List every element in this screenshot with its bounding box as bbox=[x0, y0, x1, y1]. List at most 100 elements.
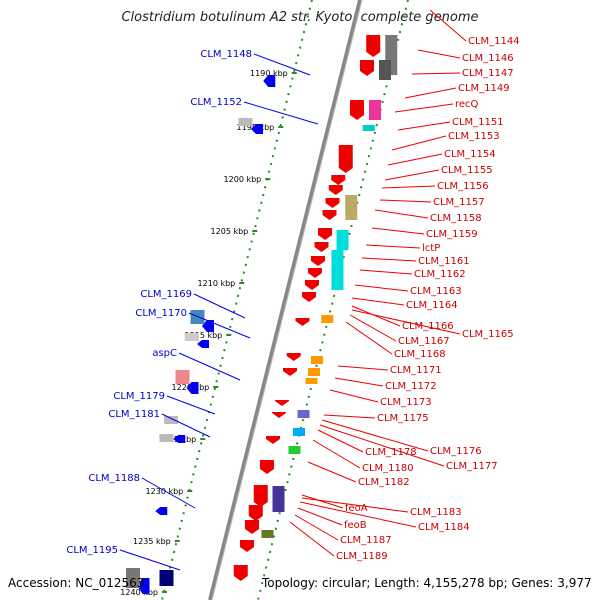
gene-label-right[interactable]: CLM_1173 bbox=[380, 397, 432, 408]
gene-label-right[interactable]: feoA bbox=[345, 503, 368, 514]
gene-label-right[interactable]: CLM_1168 bbox=[394, 349, 446, 360]
genome-title: Clostridium botulinum A2 str. Kyoto, com… bbox=[121, 10, 479, 25]
gene-label-left[interactable]: CLM_1195 bbox=[66, 545, 118, 556]
gene-label-right[interactable]: CLM_1172 bbox=[385, 381, 437, 392]
gene-label-right[interactable]: CLM_1171 bbox=[390, 365, 442, 376]
kbp-tick-label: 1235 kbp bbox=[133, 537, 171, 546]
gene-block bbox=[238, 118, 253, 126]
gene-label-right[interactable]: CLM_1163 bbox=[410, 286, 462, 297]
gene-label-right[interactable]: CLM_1153 bbox=[448, 131, 500, 142]
leader-line-right bbox=[361, 257, 417, 262]
gene-label-right[interactable]: CLM_1176 bbox=[430, 446, 482, 457]
leader-line-right bbox=[334, 377, 384, 387]
kbp-tick-mark bbox=[239, 282, 245, 284]
gene-label-right[interactable]: CLM_1159 bbox=[426, 229, 478, 240]
forward-gene-arrow bbox=[286, 353, 301, 361]
leader-line-right bbox=[379, 199, 432, 203]
gene-label-right[interactable]: CLM_1183 bbox=[410, 507, 462, 518]
leader-line-right bbox=[345, 321, 393, 355]
forward-gene-arrow bbox=[295, 318, 310, 326]
gene-label-right[interactable]: CLM_1180 bbox=[362, 463, 414, 474]
gene-label-right[interactable]: CLM_1189 bbox=[336, 551, 388, 562]
gene-label-right[interactable]: CLM_1154 bbox=[444, 149, 496, 160]
gene-label-right[interactable]: CLM_1146 bbox=[462, 53, 514, 64]
gene-block bbox=[272, 486, 285, 512]
gene-label-left[interactable]: CLM_1148 bbox=[200, 49, 252, 60]
gene-label-right[interactable]: CLM_1155 bbox=[441, 165, 493, 176]
gene-label-right[interactable]: CLM_1147 bbox=[462, 68, 514, 79]
gene-label-right[interactable]: CLM_1177 bbox=[446, 461, 498, 472]
leader-line-right bbox=[323, 414, 376, 419]
kbp-tick-label: 1240 kbp bbox=[120, 588, 158, 597]
gene-block bbox=[293, 428, 305, 436]
leader-line-left bbox=[161, 413, 211, 438]
gene-label-right[interactable]: CLM_1175 bbox=[377, 413, 429, 424]
gene-label-left[interactable]: CLM_1169 bbox=[140, 289, 192, 300]
forward-gene-arrow bbox=[248, 505, 263, 521]
gene-label-right[interactable]: lctP bbox=[422, 243, 440, 254]
leader-line-right bbox=[307, 461, 357, 483]
gene-label-right[interactable]: recQ bbox=[455, 99, 479, 110]
kbp-tick-label: 1215 kbp bbox=[185, 331, 223, 340]
gene-label-left[interactable]: CLM_1188 bbox=[88, 473, 140, 484]
gene-label-left[interactable]: aspC bbox=[152, 348, 177, 359]
kbp-tick-mark bbox=[213, 386, 219, 388]
leader-line-left bbox=[141, 477, 196, 509]
gene-features bbox=[126, 35, 398, 594]
forward-gene-arrow bbox=[308, 268, 322, 278]
gene-label-right[interactable]: CLM_1182 bbox=[358, 477, 410, 488]
reverse-gene-arrow bbox=[186, 382, 199, 394]
forward-gene-arrow bbox=[266, 436, 280, 444]
gene-label-right[interactable]: CLM_1187 bbox=[340, 535, 392, 546]
gene-label-right[interactable]: CLM_1162 bbox=[414, 269, 466, 280]
leader-line-right bbox=[417, 49, 461, 59]
gene-label-left[interactable]: CLM_1181 bbox=[108, 409, 160, 420]
forward-gene-arrow bbox=[240, 540, 254, 552]
gene-label-right[interactable]: CLM_1151 bbox=[452, 117, 504, 128]
gene-label-right[interactable]: CLM_1178 bbox=[365, 447, 417, 458]
forward-gene-arrow bbox=[318, 228, 332, 240]
gene-label-left[interactable]: CLM_1179 bbox=[113, 391, 165, 402]
gene-label-right[interactable]: CLM_1166 bbox=[402, 321, 454, 332]
leader-line-right bbox=[337, 365, 389, 371]
gene-block bbox=[159, 434, 174, 442]
gene-label-left[interactable]: CLM_1152 bbox=[190, 97, 242, 108]
gene-block bbox=[288, 446, 301, 454]
gene-label-right[interactable]: CLM_1167 bbox=[398, 336, 450, 347]
kbp-tick-label: 1205 kbp bbox=[211, 227, 249, 236]
leader-line-left bbox=[253, 53, 311, 76]
gene-label-right[interactable]: CLM_1156 bbox=[437, 181, 489, 192]
gene-block bbox=[184, 333, 199, 341]
forward-gene-arrow bbox=[322, 210, 337, 220]
leader-line-right bbox=[299, 501, 417, 528]
gene-label-right[interactable]: CLM_1161 bbox=[418, 256, 470, 267]
leader-line-right bbox=[297, 507, 343, 526]
forward-gene-arrow bbox=[331, 175, 346, 185]
reverse-gene-arrow bbox=[137, 578, 150, 594]
reverse-gene-arrow bbox=[155, 507, 168, 515]
gene-label-left[interactable]: CLM_1170 bbox=[135, 308, 187, 319]
leader-line-right bbox=[294, 514, 339, 541]
kbp-tick-label: 1200 kbp bbox=[224, 175, 262, 184]
gene-label-right[interactable]: CLM_1164 bbox=[406, 300, 458, 311]
gene-label-right[interactable]: feoB bbox=[344, 520, 367, 531]
gene-label-right[interactable]: CLM_1157 bbox=[433, 197, 485, 208]
gene-label-right[interactable]: CLM_1158 bbox=[430, 213, 482, 224]
forward-gene-arrow bbox=[233, 565, 248, 581]
reverse-gene-arrow bbox=[197, 340, 209, 348]
gene-label-right[interactable]: CLM_1165 bbox=[462, 329, 514, 340]
kbp-tick-mark bbox=[278, 126, 284, 128]
leader-line-left bbox=[243, 101, 319, 125]
leader-line-right bbox=[301, 497, 409, 513]
gene-block bbox=[126, 568, 140, 588]
label-leaders bbox=[119, 9, 467, 571]
leader-line-left bbox=[188, 312, 251, 339]
kbp-tick-label: 1190 kbp bbox=[250, 69, 288, 78]
gene-label-right[interactable]: CLM_1184 bbox=[418, 522, 470, 533]
leader-line-right bbox=[351, 305, 401, 327]
leader-line-left bbox=[119, 549, 181, 571]
gene-label-right[interactable]: CLM_1149 bbox=[458, 83, 510, 94]
forward-gene-arrow bbox=[366, 35, 381, 57]
leader-line-right bbox=[359, 269, 413, 275]
gene-label-right[interactable]: CLM_1144 bbox=[468, 36, 520, 47]
